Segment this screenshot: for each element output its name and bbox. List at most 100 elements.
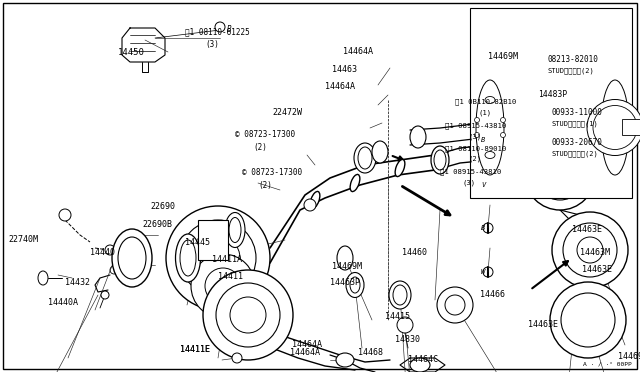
Text: © 08723-17300: © 08723-17300 xyxy=(235,130,295,139)
Ellipse shape xyxy=(485,151,495,158)
Text: ␢1 0B110-82B10: ␢1 0B110-82B10 xyxy=(455,98,516,105)
Circle shape xyxy=(483,223,493,233)
Ellipse shape xyxy=(601,80,629,175)
Text: B: B xyxy=(481,137,485,143)
Ellipse shape xyxy=(229,218,241,243)
Circle shape xyxy=(483,180,493,190)
Text: 14460: 14460 xyxy=(402,248,427,257)
Text: W: W xyxy=(481,269,485,275)
Circle shape xyxy=(191,254,255,318)
Bar xyxy=(470,8,632,198)
Text: 14468: 14468 xyxy=(358,348,383,357)
Text: 14415: 14415 xyxy=(385,312,410,321)
Circle shape xyxy=(208,248,228,268)
Text: 00933-11000: 00933-11000 xyxy=(552,108,603,117)
Circle shape xyxy=(563,223,617,277)
Text: 14483P: 14483P xyxy=(538,90,567,99)
Text: 14830: 14830 xyxy=(395,335,420,344)
Ellipse shape xyxy=(225,212,245,247)
Text: (2): (2) xyxy=(253,143,267,152)
Circle shape xyxy=(110,266,118,274)
Circle shape xyxy=(535,150,585,200)
Text: STUDスタッド(2): STUDスタッド(2) xyxy=(548,67,595,74)
Text: 14411: 14411 xyxy=(218,272,243,281)
Text: 22740M: 22740M xyxy=(8,235,38,244)
Circle shape xyxy=(483,135,493,145)
Circle shape xyxy=(215,22,225,32)
Text: 14411E: 14411E xyxy=(180,345,210,354)
Text: 14463E: 14463E xyxy=(528,320,558,329)
Circle shape xyxy=(474,118,479,122)
Text: V: V xyxy=(481,182,485,188)
Text: 14440A: 14440A xyxy=(48,298,78,307)
Circle shape xyxy=(166,206,270,310)
Text: 14440: 14440 xyxy=(90,248,115,257)
Ellipse shape xyxy=(112,229,152,287)
Text: 14445: 14445 xyxy=(185,238,210,247)
Ellipse shape xyxy=(180,240,196,276)
Circle shape xyxy=(437,287,473,323)
Circle shape xyxy=(230,297,266,333)
Text: 08213-82010: 08213-82010 xyxy=(548,55,599,64)
Ellipse shape xyxy=(434,150,446,170)
Ellipse shape xyxy=(476,80,504,175)
Ellipse shape xyxy=(372,141,388,163)
Text: 14411E: 14411E xyxy=(180,345,210,354)
Circle shape xyxy=(500,132,506,138)
Text: B: B xyxy=(481,225,485,231)
Circle shape xyxy=(59,209,71,221)
Ellipse shape xyxy=(346,273,364,298)
Text: (3): (3) xyxy=(205,40,219,49)
Ellipse shape xyxy=(337,246,353,270)
Circle shape xyxy=(561,293,615,347)
Circle shape xyxy=(397,317,413,333)
Text: 00933-20670: 00933-20670 xyxy=(552,138,603,147)
Ellipse shape xyxy=(310,192,320,209)
Circle shape xyxy=(216,283,280,347)
Text: 14469M: 14469M xyxy=(332,262,362,271)
Ellipse shape xyxy=(350,174,360,192)
Ellipse shape xyxy=(354,143,376,173)
Circle shape xyxy=(552,212,628,288)
Ellipse shape xyxy=(38,271,48,285)
Text: 22472W: 22472W xyxy=(272,108,302,117)
Text: (3): (3) xyxy=(462,179,475,186)
Text: © 08723-17300: © 08723-17300 xyxy=(242,168,302,177)
Circle shape xyxy=(525,140,595,210)
Text: 14463E: 14463E xyxy=(582,265,612,274)
Text: 14466: 14466 xyxy=(480,290,505,299)
Circle shape xyxy=(205,268,241,304)
Text: (1): (1) xyxy=(478,110,491,116)
Text: 22690: 22690 xyxy=(150,202,175,211)
Text: 14432: 14432 xyxy=(65,278,90,287)
Text: 14463M: 14463M xyxy=(580,248,610,257)
Text: A · / ·° 00PP: A · / ·° 00PP xyxy=(583,362,632,367)
Ellipse shape xyxy=(350,277,360,293)
Circle shape xyxy=(474,132,479,138)
Circle shape xyxy=(483,267,493,277)
Text: STUDスタッド(2): STUDスタッド(2) xyxy=(552,150,599,157)
Text: ␤1 08915-43810: ␤1 08915-43810 xyxy=(445,122,506,129)
Text: 22690B: 22690B xyxy=(142,220,172,229)
Text: 14469M: 14469M xyxy=(488,52,518,61)
Ellipse shape xyxy=(336,353,354,367)
Text: ␢1 08110-61225: ␢1 08110-61225 xyxy=(185,27,250,36)
Circle shape xyxy=(203,270,293,360)
Circle shape xyxy=(500,118,506,122)
Circle shape xyxy=(548,163,572,187)
Text: 14464A: 14464A xyxy=(292,340,322,349)
Ellipse shape xyxy=(431,146,449,174)
Circle shape xyxy=(587,99,640,155)
Text: B: B xyxy=(227,26,232,35)
Text: ␢1 08110-89010: ␢1 08110-89010 xyxy=(445,145,506,152)
Circle shape xyxy=(105,245,115,255)
Text: 14463E: 14463E xyxy=(572,225,602,234)
Ellipse shape xyxy=(393,285,407,305)
Ellipse shape xyxy=(395,160,405,177)
Ellipse shape xyxy=(410,358,430,372)
Bar xyxy=(198,220,228,260)
Text: 14464A: 14464A xyxy=(343,47,373,56)
Circle shape xyxy=(196,236,240,280)
Text: STUDスタッド(1): STUDスタッド(1) xyxy=(552,120,599,126)
Circle shape xyxy=(232,353,242,363)
